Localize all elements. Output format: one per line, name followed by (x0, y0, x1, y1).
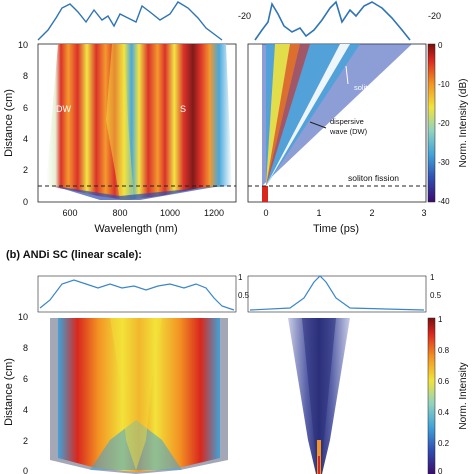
svg-text:-10: -10 (438, 80, 450, 89)
time-label: Time (ps) (313, 223, 359, 235)
profile-a-left-tick: -20 (238, 11, 251, 21)
colorbar-b-label: Norm. Intensity (458, 362, 469, 429)
svg-text:8: 8 (23, 343, 28, 353)
temporal-evolution-plot: soliton (S) dispersive wave (DW) soliton… (247, 43, 427, 203)
profile-b-left-05: 0.5 (238, 291, 250, 300)
svg-text:0.6: 0.6 (438, 377, 450, 386)
svg-text:10: 10 (18, 312, 28, 322)
profile-b-left-1: 1 (238, 273, 243, 282)
colorbar-a-label: Norm. Intensity (dB) (458, 79, 469, 168)
spectral-evolution-plot-b (38, 316, 236, 474)
svg-text:4: 4 (23, 405, 28, 415)
panel-a-xaxis-right: 0 1 2 3 (263, 208, 426, 218)
svg-text:1000: 1000 (160, 208, 180, 218)
svg-text:2: 2 (23, 165, 28, 175)
svg-text:0.8: 0.8 (438, 346, 450, 355)
svg-text:-20: -20 (438, 119, 450, 128)
colorbar-b-ticks: 1 0.8 0.6 0.4 0.2 0 (438, 315, 450, 474)
panel-a-xaxis-left: 600 800 1000 1200 (62, 208, 224, 218)
dispersive-annotation-1: dispersive (330, 117, 364, 126)
svg-text:1200: 1200 (204, 208, 224, 218)
svg-text:0: 0 (23, 466, 28, 474)
dispersive-annotation-2: wave (DW) (329, 127, 368, 136)
profile-a-right-tick: -20 (428, 11, 441, 21)
panel-b-ylabel: Distance (cm) (3, 358, 15, 426)
spectral-evolution-plot: DW S (37, 43, 237, 203)
wavelength-label: Wavelength (nm) (94, 223, 177, 235)
svg-text:6: 6 (23, 374, 28, 384)
svg-text:1: 1 (438, 315, 443, 324)
panel-b-yaxis: 0 2 4 6 8 10 (18, 312, 28, 474)
profile-b-left-frame (37, 275, 237, 313)
svg-text:1: 1 (316, 208, 321, 218)
spectrum-profile-a (37, 1, 223, 41)
svg-text:2: 2 (23, 436, 28, 446)
soliton-annotation: soliton (S) (354, 83, 388, 92)
svg-text:3: 3 (421, 208, 426, 218)
colorbar-a (427, 43, 436, 203)
dw-label: DW (56, 104, 71, 114)
time-profile-b (249, 275, 425, 311)
panel-a-yaxis: 0 2 4 6 8 10 (18, 40, 28, 207)
svg-text:0: 0 (23, 197, 28, 207)
svg-text:0: 0 (438, 41, 443, 50)
svg-text:0.4: 0.4 (438, 408, 450, 417)
colorbar-b (427, 317, 436, 474)
panel-b-title: (b) ANDi SC (linear scale): (6, 249, 142, 261)
svg-text:8: 8 (23, 71, 28, 81)
colorbar-a-ticks: 0 -10 -20 -30 -40 (438, 41, 450, 206)
panel-a-ylabel: Distance (cm) (3, 89, 15, 157)
svg-text:6: 6 (23, 103, 28, 113)
temporal-evolution-plot-b (288, 318, 350, 474)
svg-text:10: 10 (18, 40, 28, 50)
fission-annotation: soliton fission (348, 173, 399, 183)
svg-text:600: 600 (62, 208, 77, 218)
svg-text:0: 0 (438, 467, 443, 474)
svg-text:2: 2 (369, 208, 374, 218)
profile-b-right-frame (247, 275, 427, 313)
svg-text:4: 4 (23, 134, 28, 144)
spectrum-profile-b (39, 279, 235, 311)
svg-text:-30: -30 (438, 158, 450, 167)
time-profile-a (254, 0, 411, 41)
profile-b-right-05: 0.5 (430, 291, 442, 300)
profile-b-right-1: 1 (430, 273, 435, 282)
svg-text:0: 0 (263, 208, 268, 218)
svg-text:0.2: 0.2 (438, 439, 450, 448)
svg-text:800: 800 (112, 208, 127, 218)
svg-text:-40: -40 (438, 197, 450, 206)
s-label: S (180, 104, 186, 114)
